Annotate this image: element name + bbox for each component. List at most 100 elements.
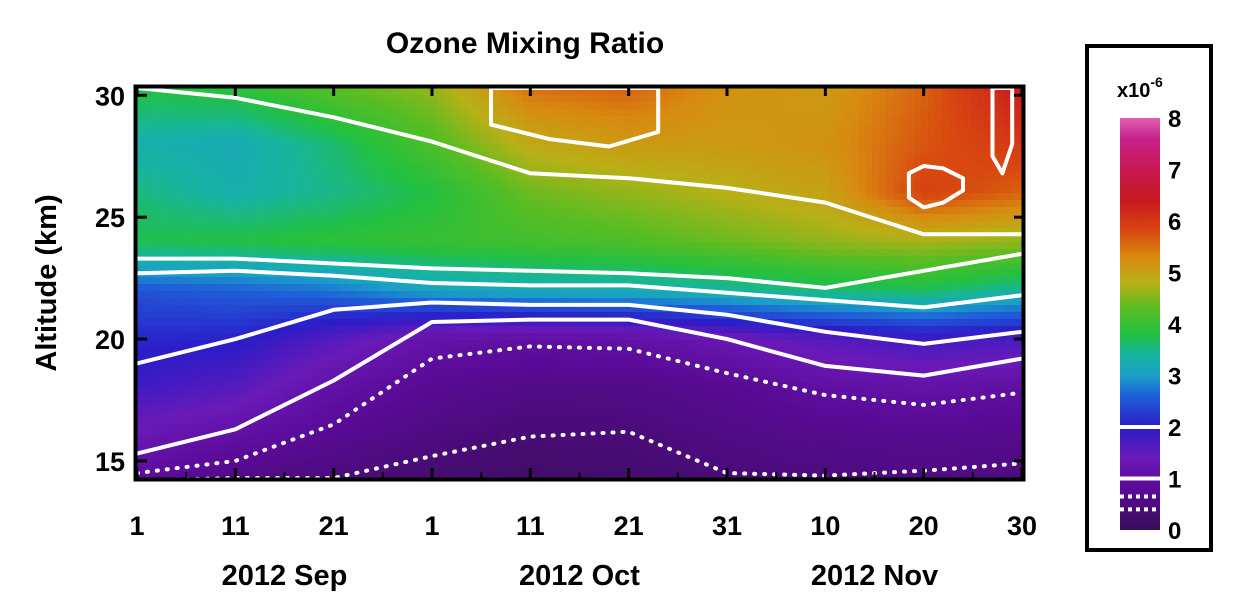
heatmap-cell — [886, 172, 894, 180]
heatmap-cell — [809, 200, 817, 208]
heatmap-cell — [690, 109, 698, 117]
heatmap-cell — [515, 172, 523, 180]
heatmap-cell — [459, 228, 467, 236]
heatmap-cell — [809, 130, 817, 138]
heatmap-cell — [984, 228, 992, 236]
heatmap-cell — [592, 137, 600, 145]
heatmap-cell — [466, 102, 474, 110]
heatmap-cell — [585, 144, 593, 152]
heatmap-cell — [508, 242, 516, 250]
heatmap-cell — [585, 242, 593, 250]
heatmap-cell — [312, 221, 320, 229]
heatmap-cell — [788, 284, 796, 292]
heatmap-cell — [151, 221, 159, 229]
heatmap-cell — [445, 151, 453, 159]
heatmap-cell — [403, 179, 411, 187]
heatmap-cell — [837, 249, 845, 257]
heatmap-cell — [431, 165, 439, 173]
heatmap-cell — [886, 102, 894, 110]
heatmap-cell — [221, 228, 229, 236]
heatmap-cell — [480, 235, 488, 243]
heatmap-cell — [347, 88, 355, 96]
heatmap-cell — [851, 179, 859, 187]
heatmap-cell — [291, 102, 299, 110]
heatmap-cell — [515, 186, 523, 194]
heatmap-cell — [326, 354, 334, 362]
heatmap-cell — [613, 186, 621, 194]
heatmap-cell — [186, 249, 194, 257]
heatmap-cell — [361, 249, 369, 257]
heatmap-cell — [494, 319, 502, 327]
heatmap-cell — [242, 319, 250, 327]
heatmap-cell — [578, 95, 586, 103]
heatmap-cell — [1005, 179, 1013, 187]
heatmap-cell — [984, 263, 992, 271]
heatmap-cell — [557, 249, 565, 257]
heatmap-cell — [809, 144, 817, 152]
heatmap-cell — [977, 186, 985, 194]
heatmap-cell — [144, 340, 152, 348]
heatmap-cell — [179, 319, 187, 327]
heatmap-cell — [284, 221, 292, 229]
heatmap-cell — [410, 116, 418, 124]
heatmap-cell — [242, 242, 250, 250]
heatmap-cell — [305, 151, 313, 159]
heatmap-cell — [571, 200, 579, 208]
heatmap-cell — [228, 200, 236, 208]
heatmap-cell — [816, 305, 824, 313]
heatmap-cell — [732, 88, 740, 96]
heatmap-cell — [515, 193, 523, 201]
heatmap-cell — [984, 109, 992, 117]
heatmap-cell — [501, 319, 509, 327]
heatmap-cell — [1012, 228, 1020, 236]
heatmap-cell — [802, 354, 810, 362]
heatmap-cell — [305, 326, 313, 334]
heatmap-cell — [291, 116, 299, 124]
heatmap-cell — [459, 312, 467, 320]
heatmap-cell — [774, 207, 782, 215]
heatmap-cell — [648, 298, 656, 306]
heatmap-cell — [403, 340, 411, 348]
heatmap-cell — [445, 214, 453, 222]
heatmap-cell — [291, 284, 299, 292]
heatmap-cell — [445, 228, 453, 236]
heatmap-cell — [165, 326, 173, 334]
heatmap-cell — [676, 228, 684, 236]
heatmap-cell — [648, 165, 656, 173]
heatmap-cell — [977, 172, 985, 180]
heatmap-cell — [361, 347, 369, 355]
heatmap-cell — [711, 186, 719, 194]
heatmap-cell — [774, 123, 782, 131]
heatmap-cell — [361, 88, 369, 96]
heatmap-cell — [487, 144, 495, 152]
heatmap-cell — [578, 277, 586, 285]
heatmap-cell — [144, 165, 152, 173]
heatmap-cell — [277, 298, 285, 306]
heatmap-cell — [795, 235, 803, 243]
heatmap-cell — [837, 291, 845, 299]
heatmap-cell — [718, 186, 726, 194]
heatmap-cell — [193, 347, 201, 355]
heatmap-cell — [501, 186, 509, 194]
heatmap-cell — [634, 249, 642, 257]
heatmap-cell — [991, 242, 999, 250]
heatmap-cell — [767, 221, 775, 229]
heatmap-cell — [564, 284, 572, 292]
heatmap-cell — [851, 291, 859, 299]
heatmap-cell — [998, 109, 1006, 117]
heatmap-cell — [473, 347, 481, 355]
heatmap-cell — [984, 179, 992, 187]
heatmap-cell — [165, 151, 173, 159]
heatmap-cell — [494, 270, 502, 278]
heatmap-cell — [207, 312, 215, 320]
heatmap-cell — [984, 151, 992, 159]
heatmap-cell — [606, 214, 614, 222]
heatmap-cell — [718, 221, 726, 229]
heatmap-cell — [592, 158, 600, 166]
heatmap-cell — [417, 186, 425, 194]
heatmap-cell — [151, 88, 159, 96]
heatmap-cell — [1019, 340, 1022, 348]
heatmap-cell — [494, 179, 502, 187]
heatmap-cell — [634, 207, 642, 215]
heatmap-cell — [228, 326, 236, 334]
